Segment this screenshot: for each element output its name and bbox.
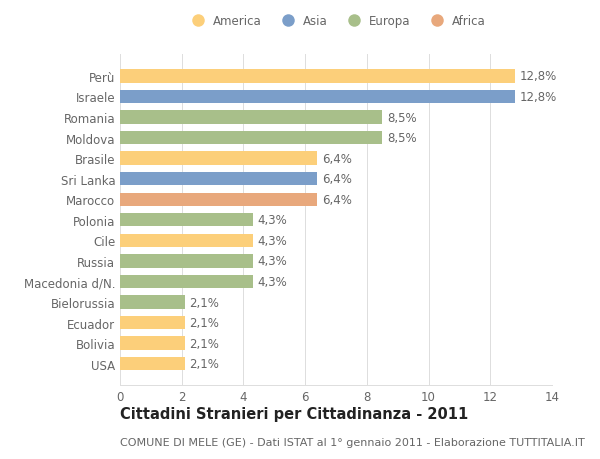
Text: 2,1%: 2,1% [190, 337, 220, 350]
Text: 6,4%: 6,4% [322, 193, 352, 206]
Text: 2,1%: 2,1% [190, 296, 220, 309]
Text: 6,4%: 6,4% [322, 152, 352, 165]
Bar [120, 234, 253, 247]
Bar [120, 193, 317, 207]
Text: 2,1%: 2,1% [190, 316, 220, 330]
Bar [120, 90, 515, 104]
Text: 6,4%: 6,4% [322, 173, 352, 186]
Bar [120, 296, 185, 309]
Bar [120, 70, 515, 84]
Text: 8,5%: 8,5% [387, 132, 416, 145]
Text: 4,3%: 4,3% [257, 255, 287, 268]
Bar [120, 337, 185, 350]
Text: 8,5%: 8,5% [387, 111, 416, 124]
Text: 2,1%: 2,1% [190, 358, 220, 370]
Bar [120, 316, 185, 330]
Text: 12,8%: 12,8% [520, 70, 557, 83]
Bar [120, 111, 382, 124]
Text: 4,3%: 4,3% [257, 235, 287, 247]
Bar [120, 132, 382, 145]
Bar [120, 213, 253, 227]
Text: 12,8%: 12,8% [520, 91, 557, 104]
Bar [120, 357, 185, 370]
Legend: America, Asia, Europa, Africa: America, Asia, Europa, Africa [186, 15, 486, 28]
Bar [120, 255, 253, 268]
Bar [120, 275, 253, 289]
Bar [120, 152, 317, 165]
Text: Cittadini Stranieri per Cittadinanza - 2011: Cittadini Stranieri per Cittadinanza - 2… [120, 406, 468, 421]
Text: COMUNE DI MELE (GE) - Dati ISTAT al 1° gennaio 2011 - Elaborazione TUTTITALIA.IT: COMUNE DI MELE (GE) - Dati ISTAT al 1° g… [120, 437, 585, 447]
Bar [120, 173, 317, 186]
Text: 4,3%: 4,3% [257, 275, 287, 288]
Text: 4,3%: 4,3% [257, 214, 287, 227]
